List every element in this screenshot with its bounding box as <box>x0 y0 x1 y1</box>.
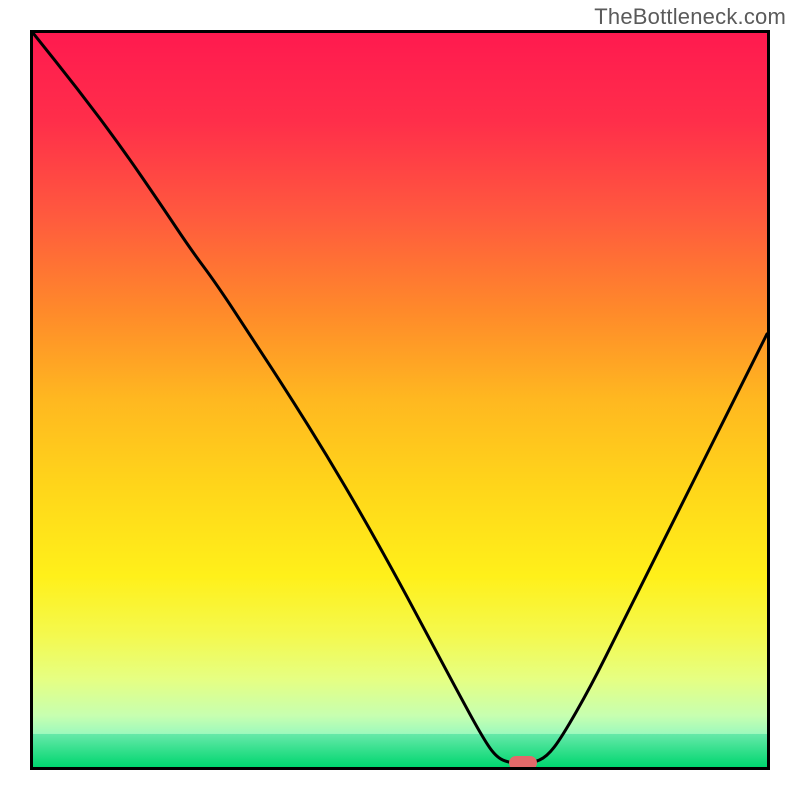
plot-area <box>33 33 767 767</box>
plot-frame <box>30 30 770 770</box>
bottleneck-curve <box>33 33 767 767</box>
optimal-point-marker <box>509 756 537 767</box>
watermark-text: TheBottleneck.com <box>594 4 786 30</box>
